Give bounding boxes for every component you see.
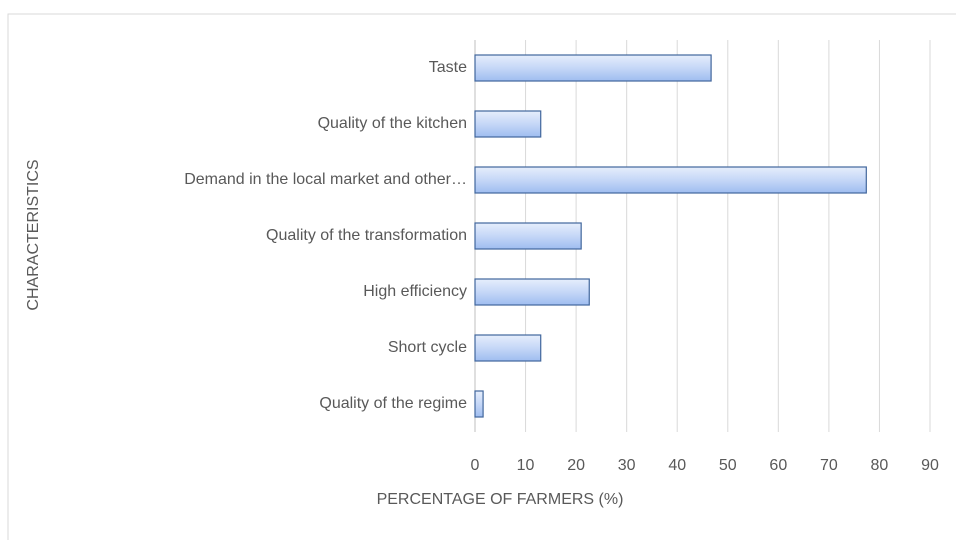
x-tick-label: 80 <box>871 457 889 474</box>
bar <box>474 166 867 194</box>
x-tick-label: 90 <box>921 457 939 474</box>
x-tick-label: 60 <box>769 457 787 474</box>
bar <box>474 110 542 138</box>
y-tick-label: Quality of the transformation <box>266 227 467 244</box>
y-tick-label: Demand in the local market and other… <box>184 171 467 188</box>
bar <box>474 222 582 250</box>
y-tick-label: Taste <box>429 59 467 76</box>
chart-border <box>7 13 956 540</box>
bar <box>474 54 712 82</box>
bar <box>474 278 590 306</box>
x-tick-label: 70 <box>820 457 838 474</box>
bar <box>474 334 542 362</box>
x-tick-label: 30 <box>618 457 636 474</box>
bar <box>474 390 484 418</box>
y-tick-label: Quality of the regime <box>319 395 467 412</box>
y-tick-label: High efficiency <box>363 283 467 300</box>
x-axis-label: PERCENTAGE OF FARMERS (%) <box>377 491 624 508</box>
x-tick-label: 20 <box>567 457 585 474</box>
y-axis-label: CHARACTERISTICS <box>25 159 42 310</box>
x-tick-label: 10 <box>517 457 535 474</box>
x-tick-label: 40 <box>668 457 686 474</box>
x-tick-label: 0 <box>471 457 480 474</box>
y-tick-label: Quality of the kitchen <box>318 115 467 132</box>
y-tick-label: Short cycle <box>388 339 467 356</box>
x-tick-label: 50 <box>719 457 737 474</box>
